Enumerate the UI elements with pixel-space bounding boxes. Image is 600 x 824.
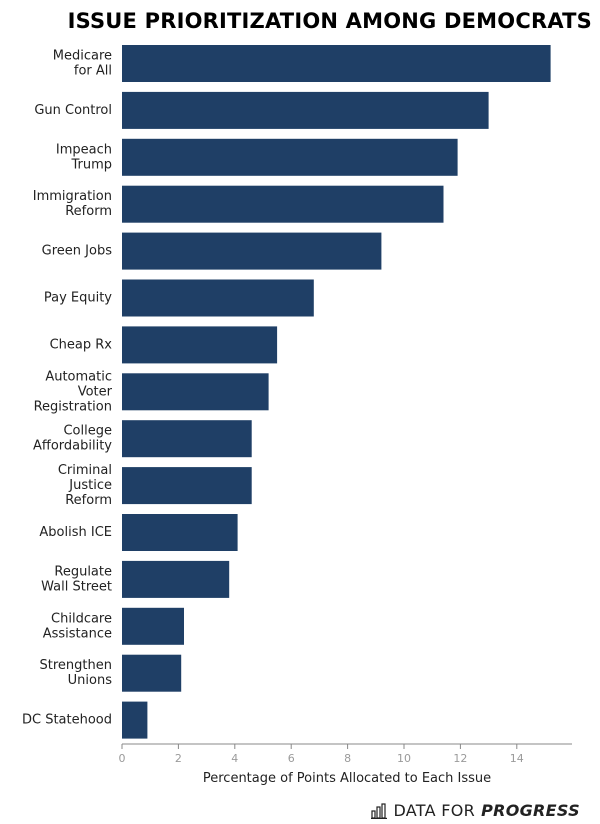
category-label-dc-statehood: DC Statehood (22, 713, 112, 728)
category-label-college-affordability: College Affordability (33, 424, 112, 454)
x-tick-label-8: 8 (344, 752, 351, 765)
bar-regulate-wall-street (122, 560, 230, 598)
bars-layer (122, 45, 551, 739)
bar-immigration-reform (122, 185, 444, 223)
bar-green-jobs (122, 232, 382, 270)
category-label-medicare-for-all: Medicare for All (53, 49, 112, 79)
category-label-regulate-wall-street: Regulate Wall Street (41, 564, 112, 594)
bar-childcare-assistance (122, 607, 184, 645)
x-tick-label-6: 6 (288, 752, 295, 765)
x-axis-title: Percentage of Points Allocated to Each I… (203, 771, 491, 786)
category-label-green-jobs: Green Jobs (42, 244, 113, 259)
bar-college-affordability (122, 420, 252, 458)
bar-strengthen-unions (122, 654, 182, 692)
x-tick-label-12: 12 (453, 752, 467, 765)
category-label-childcare-assistance: Childcare Assistance (43, 611, 112, 641)
bar-impeach-trump (122, 138, 458, 176)
category-label-gun-control: Gun Control (34, 103, 112, 118)
category-label-pay-equity: Pay Equity (44, 291, 112, 306)
x-tick-label-2: 2 (175, 752, 182, 765)
x-tick-label-10: 10 (397, 752, 411, 765)
x-tick-label-14: 14 (510, 752, 524, 765)
category-label-cheap-rx: Cheap Rx (50, 337, 113, 352)
bar-dc-statehood (122, 701, 148, 739)
x-axis: 0 2 4 6 8 10 12 14 Percentage of Points Allocate… (119, 743, 572, 786)
category-label-immigration-reform: Immigration Reform (33, 189, 112, 219)
category-label-strengthen-unions: Strengthen Unions (40, 658, 113, 688)
category-labels: Medicare for All Gun Control Impeach Trump Im… (22, 49, 113, 728)
chart-title: ISSUE PRIORITIZATION AMONG DEMOCRATS (67, 9, 592, 33)
brand-emphasis: PROGRESS (481, 801, 580, 820)
category-label-abolish-ice: Abolish ICE (39, 525, 112, 540)
brand-name: DATA FOR (393, 801, 476, 820)
category-label-impeach-trump: Impeach Trump (56, 142, 112, 172)
bar-abolish-ice (122, 514, 238, 551)
bar-gun-control (122, 91, 489, 129)
bar-pay-equity (122, 279, 314, 317)
bar-criminal-justice-reform (122, 467, 252, 505)
category-label-automatic-voter-registration: Automatic Voter Registration (34, 369, 113, 414)
category-label-criminal-justice-reform: Criminal Justice Reform (58, 463, 112, 508)
bar-cheap-rx (122, 326, 278, 364)
x-tick-label-0: 0 (119, 752, 126, 765)
x-tick-label-4: 4 (231, 752, 238, 765)
bar-medicare-for-all (122, 45, 551, 82)
bar-automatic-voter-registration (122, 373, 269, 411)
bar-chart-icon (371, 802, 388, 819)
brand-logo: DATA FOR PROGRESS (371, 801, 580, 820)
